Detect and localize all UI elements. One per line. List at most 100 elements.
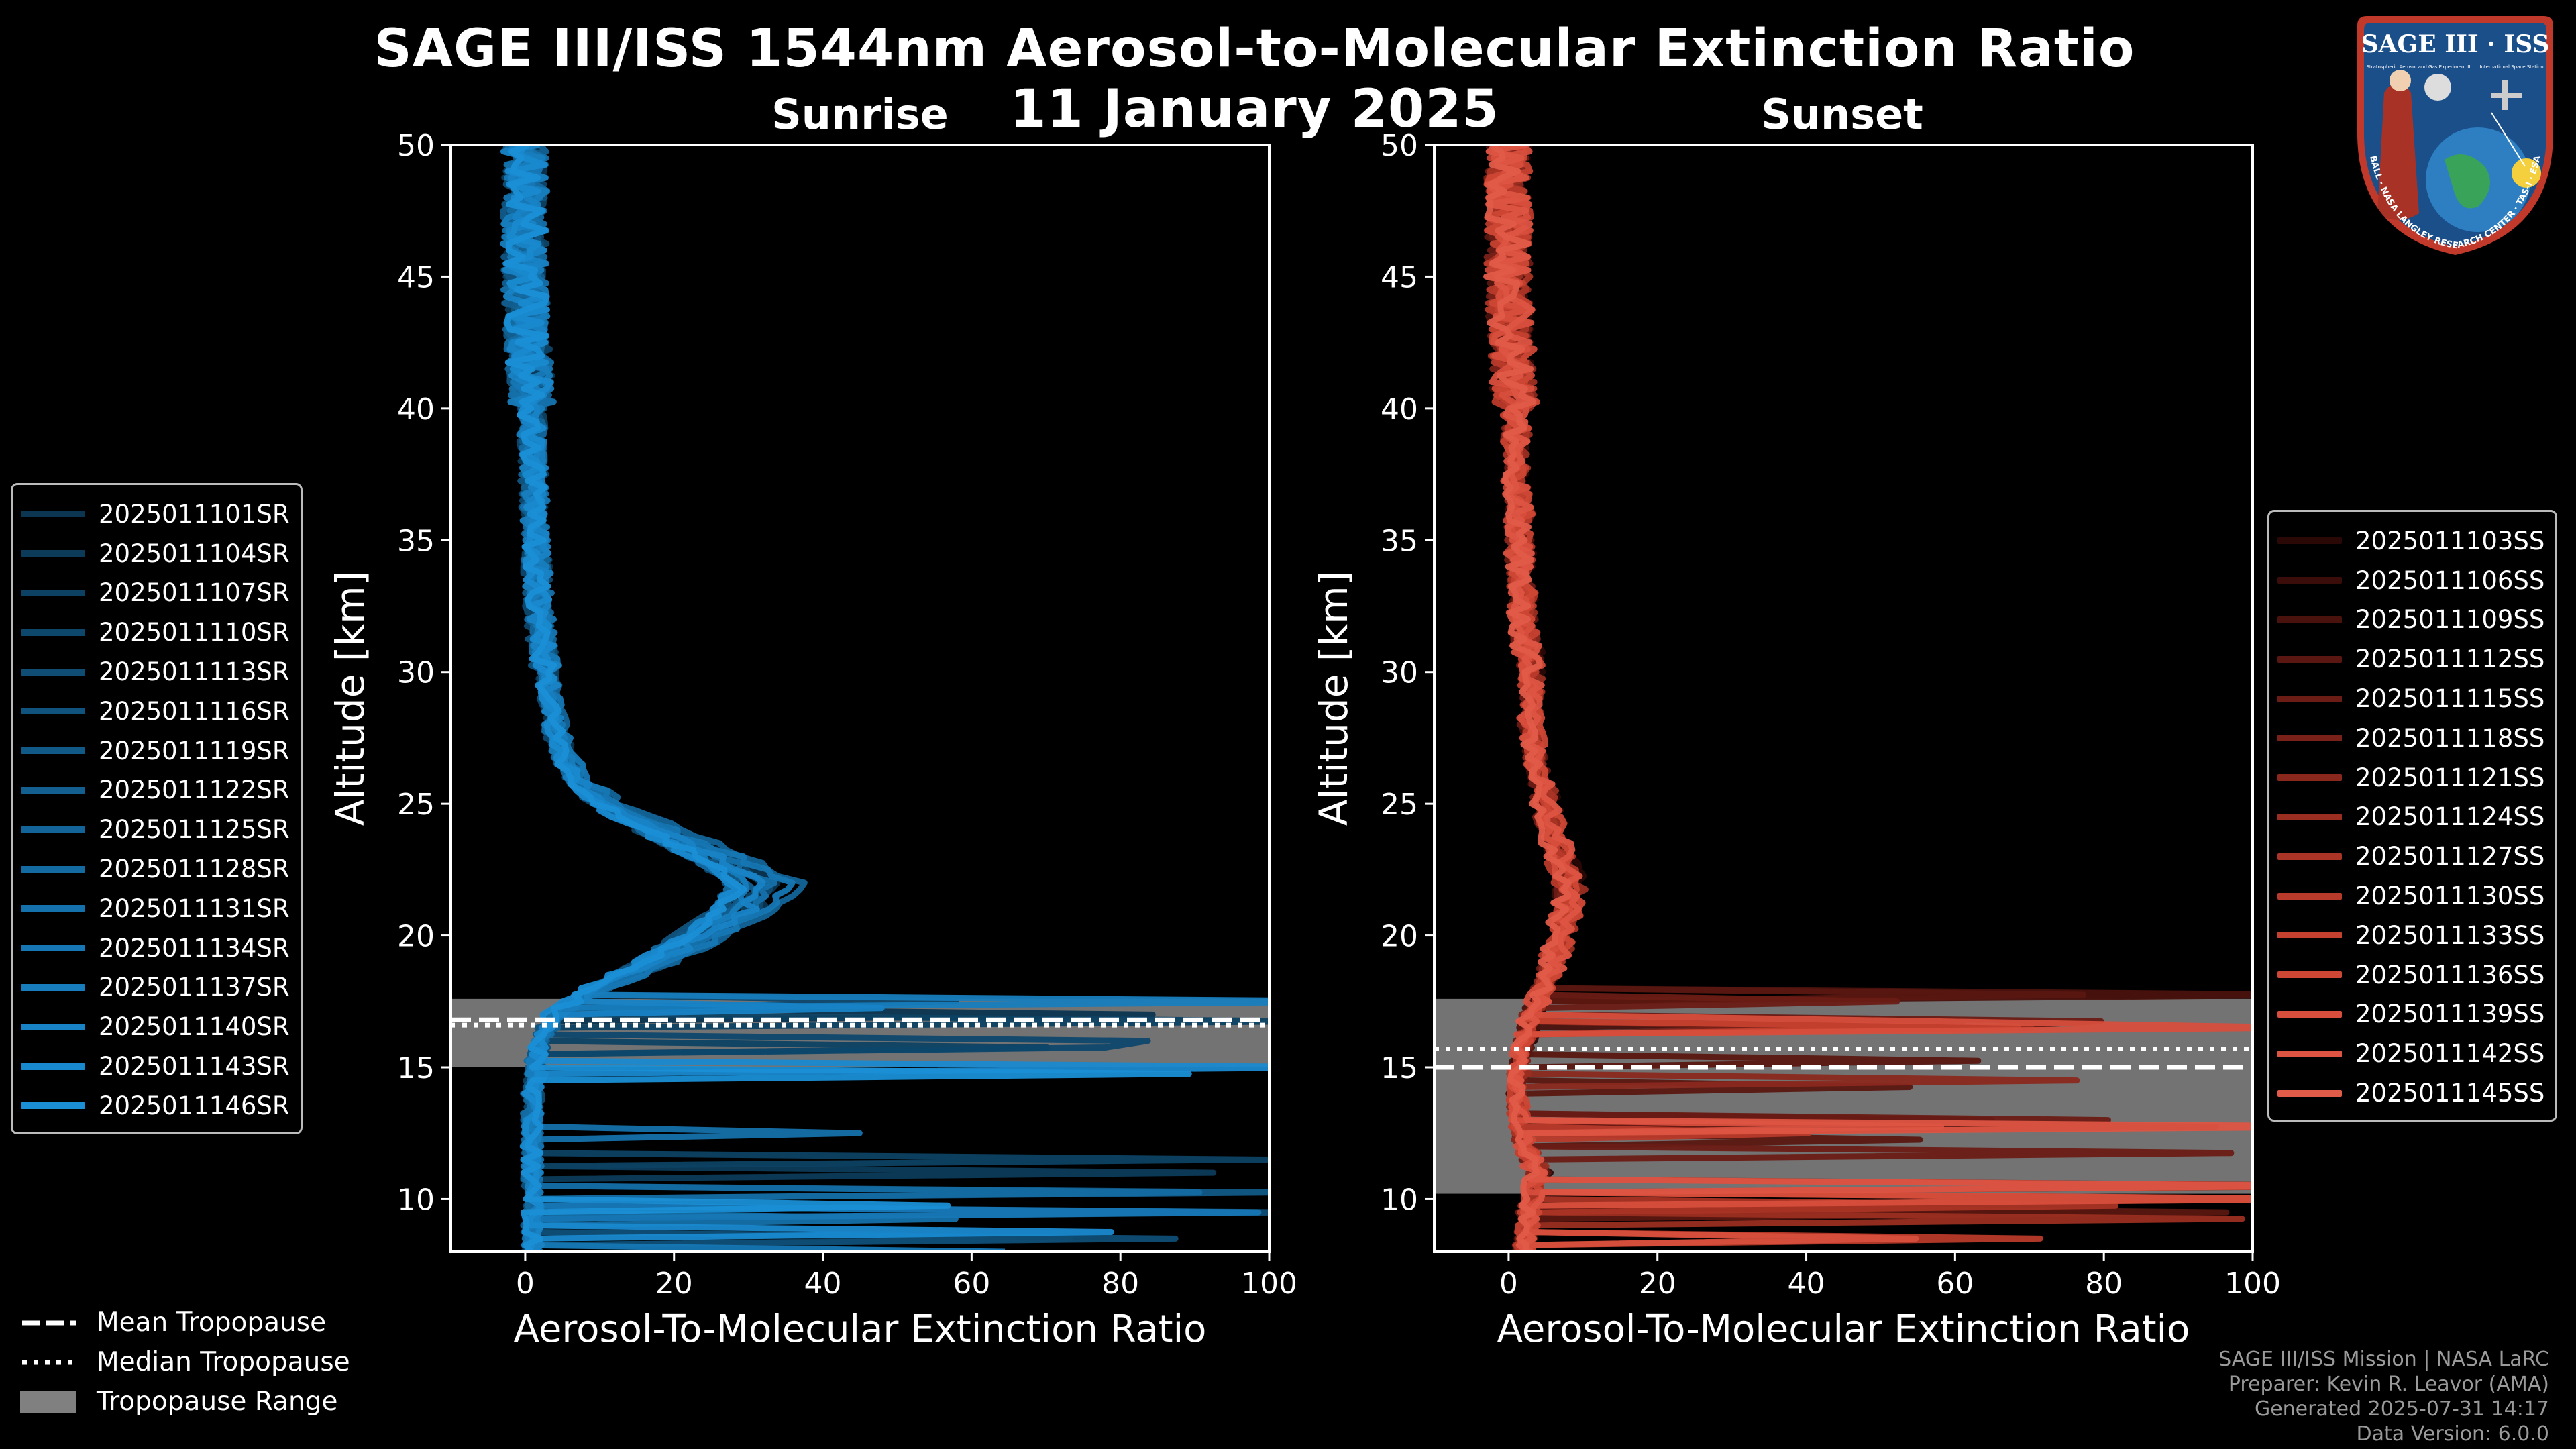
sunset-legend-swatch bbox=[2277, 735, 2342, 742]
sunset-legend-label: 2025011136SS bbox=[2355, 960, 2545, 989]
sunset-legend-entry: 2025011136SS bbox=[2277, 955, 2544, 995]
sunset-ytick-label-10: 10 bbox=[1381, 1183, 1418, 1217]
legend-mean-tropopause: Mean Tropopause bbox=[20, 1303, 350, 1342]
sunrise-legend-label: 2025011110SR bbox=[99, 618, 290, 647]
sunset-legend-swatch bbox=[2277, 1089, 2342, 1097]
sunset-legend-entry: 2025011142SS bbox=[2277, 1034, 2544, 1073]
sunset-legend-swatch bbox=[2277, 1050, 2342, 1057]
sunrise-legend-swatch bbox=[21, 905, 85, 912]
sunrise-legend-label: 2025011137SR bbox=[99, 973, 290, 1002]
sunrise-legend-entry: 2025011131SR bbox=[21, 889, 290, 928]
sunset-legend-swatch bbox=[2277, 774, 2342, 782]
sunset-legend-label: 2025011109SS bbox=[2355, 605, 2545, 635]
sunset-legend-swatch bbox=[2277, 695, 2342, 702]
sunrise-plot-area bbox=[451, 145, 1269, 1252]
sunrise-legend-entry: 2025011128SR bbox=[21, 849, 290, 889]
sunset-legend-label: 2025011124SS bbox=[2355, 802, 2545, 832]
sunrise-profile-2025011146SR bbox=[504, 145, 1192, 1252]
sunrise-profile-2025011110SR bbox=[502, 145, 1151, 1252]
sunrise-profile-2025011134SR bbox=[501, 145, 1262, 1252]
sunset-legend-entry: 2025011139SS bbox=[2277, 995, 2544, 1034]
sunset-yaxis-label: Altitude [km] bbox=[1311, 571, 1356, 826]
sunrise-legend-entry: 2025011140SR bbox=[21, 1007, 290, 1046]
sunrise-profile-2025011119SR bbox=[500, 145, 1269, 1252]
sunrise-legend-entry: 2025011122SR bbox=[21, 771, 290, 810]
sunrise-yaxis-label: Altitude [km] bbox=[327, 571, 373, 826]
sunset-legend-label: 2025011145SS bbox=[2355, 1079, 2545, 1108]
sunrise-legend-entry: 2025011137SR bbox=[21, 968, 290, 1008]
sunset-legend-entry: 2025011133SS bbox=[2277, 916, 2544, 955]
sunset-ytick-label-40: 40 bbox=[1381, 392, 1418, 427]
sunset-xtick-label-60: 60 bbox=[1936, 1267, 1974, 1301]
median-tropopause-label: Median Tropopause bbox=[97, 1347, 350, 1377]
sunrise-legend-swatch bbox=[21, 826, 85, 833]
sunrise-profile-2025011107SR bbox=[502, 145, 1269, 1252]
sunrise-legend-label: 2025011143SR bbox=[99, 1052, 290, 1081]
sunrise-legend-label: 2025011125SR bbox=[99, 815, 290, 845]
badge-subtitle-iss: International Space Station bbox=[2479, 64, 2543, 70]
sunset-legend-swatch bbox=[2277, 1010, 2342, 1018]
sunset-legend-entry: 2025011127SS bbox=[2277, 837, 2544, 876]
sunrise-legend-swatch bbox=[21, 629, 85, 636]
sunset-ytick-label-45: 45 bbox=[1381, 260, 1418, 294]
sunrise-legend-label: 2025011107SR bbox=[99, 578, 290, 608]
sunset-legend-entry: 2025011145SS bbox=[2277, 1073, 2544, 1113]
sunrise-ytick-label-25: 25 bbox=[397, 788, 435, 822]
sunset-legend-swatch bbox=[2277, 932, 2342, 939]
sunrise-xtick-label-100: 100 bbox=[1241, 1267, 1297, 1301]
sunset-legend-label: 2025011127SS bbox=[2355, 842, 2545, 871]
sunrise-legend-swatch bbox=[21, 550, 85, 557]
sunset-ytick-label-20: 20 bbox=[1381, 920, 1418, 954]
sunrise-legend-swatch bbox=[21, 865, 85, 873]
sunset-legend-swatch bbox=[2277, 616, 2342, 623]
sunset-axes-frame bbox=[1433, 144, 2254, 1253]
sunset-plot-area bbox=[1434, 145, 2253, 1252]
sunrise-legend-entry: 2025011125SR bbox=[21, 810, 290, 849]
figure-date: 11 January 2025 bbox=[1010, 79, 1499, 140]
sunrise-xtick-label-20: 20 bbox=[655, 1267, 693, 1301]
sunset-legend-label: 2025011130SS bbox=[2355, 881, 2545, 911]
sunrise-legend-entry: 2025011143SR bbox=[21, 1046, 290, 1086]
credit-data-version: Data Version: 6.0.0 bbox=[2356, 1422, 2549, 1446]
sunrise-legend-swatch bbox=[21, 511, 85, 518]
tropopause-legend: Mean Tropopause Median Tropopause Tropop… bbox=[20, 1303, 350, 1421]
sunrise-legend: 2025011101SR 2025011104SR 2025011107SR 2025… bbox=[11, 483, 303, 1134]
sunset-legend-label: 2025011115SS bbox=[2355, 684, 2545, 714]
sunrise-ytick-label-40: 40 bbox=[397, 392, 435, 427]
sunrise-ytick-label-30: 30 bbox=[397, 656, 435, 690]
sunset-legend-swatch bbox=[2277, 537, 2342, 545]
sunrise-profile-2025011131SR bbox=[502, 145, 959, 1252]
sunrise-legend-swatch bbox=[21, 747, 85, 755]
sunset-panel-title: Sunset bbox=[1761, 90, 1923, 139]
sunrise-profile-2025011128SR bbox=[500, 145, 1203, 1252]
sunrise-profile-2025011137SR bbox=[500, 145, 1269, 1252]
sunrise-ytick-label-50: 50 bbox=[397, 129, 435, 163]
sunrise-xtick-label-0: 0 bbox=[516, 1267, 535, 1301]
badge-title: SAGE III · ISS bbox=[2361, 30, 2550, 58]
sunrise-legend-swatch bbox=[21, 786, 85, 794]
credit-preparer: Preparer: Kevin R. Leavor (AMA) bbox=[2228, 1373, 2549, 1396]
sunset-legend-entry: 2025011124SS bbox=[2277, 798, 2544, 837]
sunset-legend-entry: 2025011121SS bbox=[2277, 758, 2544, 798]
sunset-ytick-label-50: 50 bbox=[1381, 129, 1418, 163]
sunset-legend-swatch bbox=[2277, 892, 2342, 900]
sunrise-legend-label: 2025011101SR bbox=[99, 499, 290, 529]
sunset-ytick-label-30: 30 bbox=[1381, 656, 1418, 690]
sunrise-legend-swatch bbox=[21, 708, 85, 715]
sunset-legend-entry: 2025011130SS bbox=[2277, 876, 2544, 916]
credit-generated: Generated 2025-07-31 14:17 bbox=[2254, 1397, 2549, 1421]
legend-tropopause-range: Tropopause Range bbox=[20, 1382, 350, 1421]
sunset-xtick-label-100: 100 bbox=[2224, 1267, 2281, 1301]
sunset-legend-entry: 2025011103SS bbox=[2277, 521, 2544, 561]
sunrise-ytick-label-20: 20 bbox=[397, 920, 435, 954]
sunrise-legend-entry: 2025011116SR bbox=[21, 692, 290, 731]
sunset-legend-swatch bbox=[2277, 577, 2342, 584]
tropopause-range-label: Tropopause Range bbox=[97, 1387, 338, 1417]
sunrise-profile-2025011143SR bbox=[502, 145, 1269, 1252]
sunrise-legend-entry: 2025011119SR bbox=[21, 731, 290, 771]
sage-iss-mission-badge: SAGE III · ISS Stratospheric Aerosol and… bbox=[2357, 16, 2553, 255]
sunset-legend-swatch bbox=[2277, 813, 2342, 820]
sunrise-xtick-label-80: 80 bbox=[1102, 1267, 1139, 1301]
sunset-legend-label: 2025011139SS bbox=[2355, 1000, 2545, 1029]
